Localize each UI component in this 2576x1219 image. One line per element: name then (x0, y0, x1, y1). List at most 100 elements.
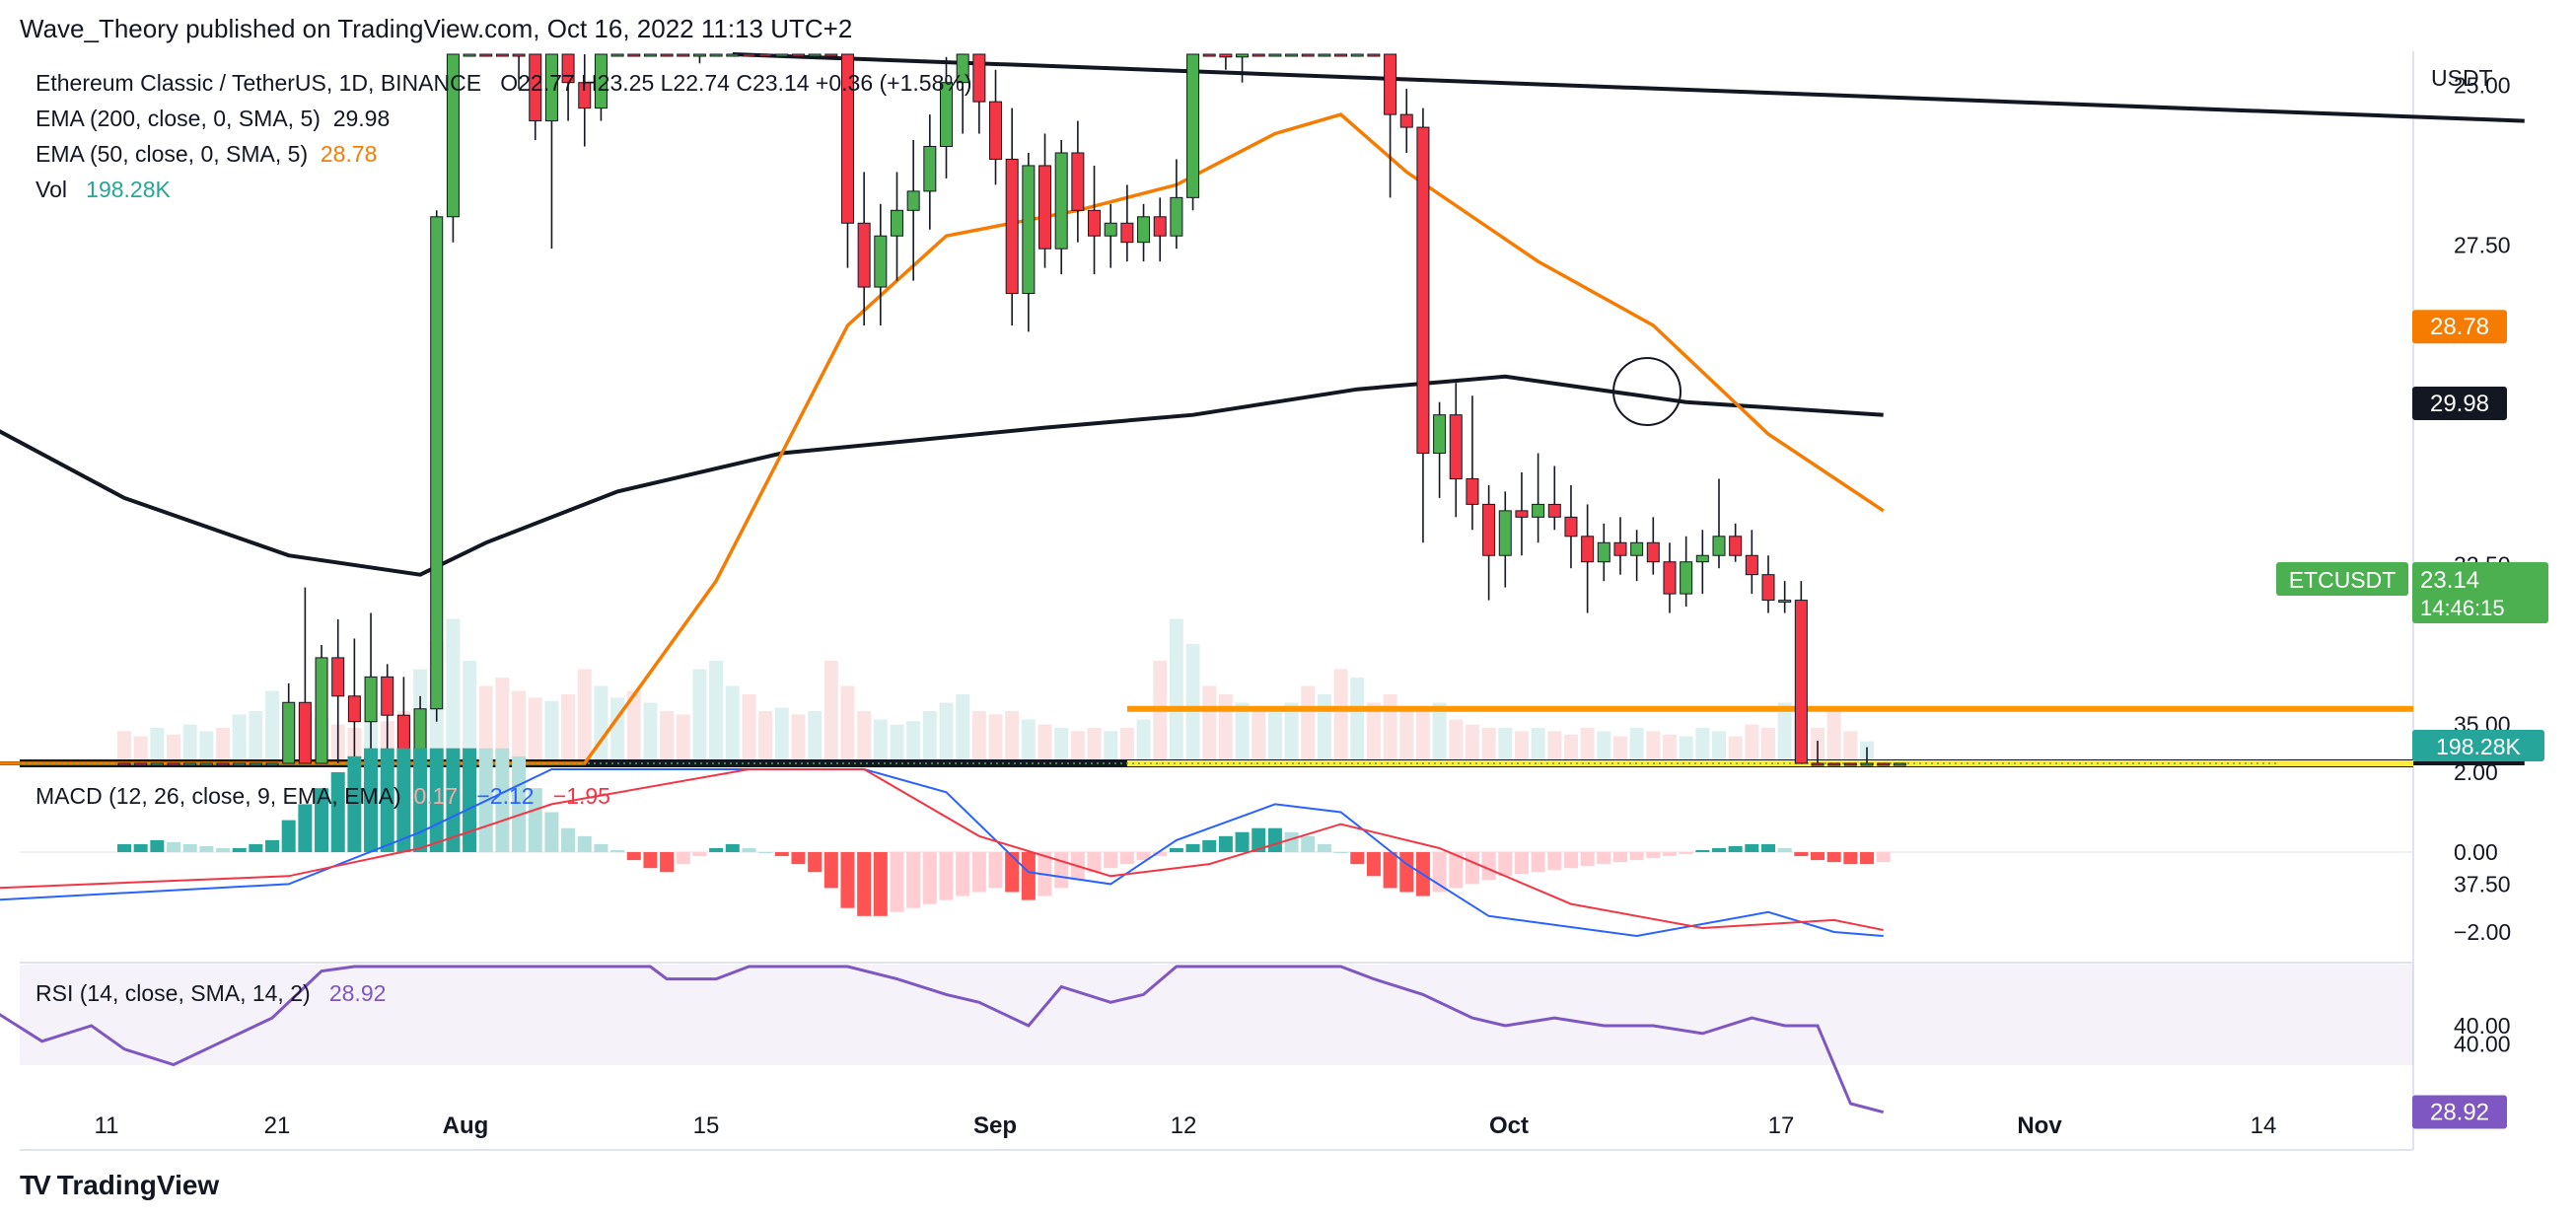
rsi-line (0, 965, 1885, 1114)
macd-histogram-bar (315, 788, 329, 852)
candle-body (1416, 126, 1430, 455)
price-tick-label: 37.50 (2454, 871, 2511, 896)
macd-histogram-bar (676, 852, 690, 865)
candle-body (1285, 53, 1299, 57)
volume-bar (1087, 728, 1102, 761)
candle-body (347, 695, 361, 723)
legend-ema200-row[interactable]: EMA (200, close, 0, SMA, 5) 29.98 (36, 101, 971, 136)
time-axis-label: 11 (95, 1112, 119, 1139)
publisher-line: Wave_Theory published on TradingView.com… (20, 14, 853, 43)
candle-body (742, 53, 755, 57)
candle-body (1893, 762, 1906, 766)
macd-histogram-bar (330, 772, 345, 852)
legend-vol-row[interactable]: Vol 198.28K (36, 172, 971, 207)
volume-bar (1531, 728, 1545, 761)
volume-bar (823, 661, 838, 761)
tradingview-logo[interactable]: TV TradingView (20, 1170, 219, 1201)
symbol-badge: ETCUSDT (2289, 567, 2397, 593)
candle-body (183, 762, 197, 766)
candle-body (381, 676, 394, 716)
time-axis-label: Sep (973, 1112, 1017, 1139)
legend-ema50-row[interactable]: EMA (50, close, 0, SMA, 5) 28.78 (36, 136, 971, 172)
volume-bar (1826, 711, 1841, 761)
volume-bar (1612, 736, 1627, 761)
candles (117, 53, 1906, 766)
volume-bar (1070, 731, 1085, 761)
volume-bar (167, 734, 181, 761)
volume-bar (1514, 731, 1529, 761)
volume-bar (1252, 711, 1266, 761)
candle-body (1137, 216, 1151, 244)
candle-body (1778, 600, 1792, 604)
candle-body (923, 146, 937, 192)
volume-bar (1021, 719, 1036, 761)
candle-body (1745, 554, 1758, 576)
volume-bar (495, 678, 510, 761)
volume-bar (857, 711, 872, 761)
macd-label: MACD (12, 26, close, 9, EMA, EMA) (36, 783, 401, 809)
macd-histogram-bar (528, 788, 542, 852)
candle-body (890, 209, 903, 237)
macd-histogram-bar (1235, 831, 1250, 852)
volume-bar (676, 714, 690, 761)
ema50-badge-bg (2412, 310, 2507, 344)
candle-body (1597, 541, 1610, 563)
macd-histogram-bar (725, 843, 740, 852)
volume-bar (1301, 685, 1316, 761)
candle-body (1252, 53, 1265, 57)
candle-body (134, 762, 148, 766)
candle-body (233, 762, 247, 766)
macd-pane (0, 748, 2413, 938)
volume-bar (1547, 731, 1562, 761)
macd-histogram-bar (1662, 852, 1677, 857)
macd-histogram-bar (1005, 852, 1020, 893)
volume-bar (906, 721, 921, 761)
volume-bar (1119, 728, 1134, 761)
candle-body (1120, 222, 1134, 244)
volume-bar (939, 702, 954, 761)
legend-ema50-label: EMA (50, close, 0, SMA, 5) (36, 141, 309, 167)
candle-body (1367, 53, 1381, 57)
candle-body (627, 53, 641, 57)
volume-bar (150, 728, 165, 761)
candle-body (199, 762, 213, 766)
volume-bar (446, 618, 461, 761)
rsi-legend[interactable]: RSI (14, close, SMA, 14, 2) 28.92 (36, 980, 386, 1007)
candle-body (1547, 503, 1561, 518)
candle-body (726, 53, 740, 57)
price-axis-currency: USDT (2431, 65, 2493, 91)
candle-body (463, 53, 476, 57)
macd-histogram-bar (1104, 852, 1118, 869)
macd-histogram-bar (347, 755, 362, 852)
macd-histogram-bar (561, 827, 576, 852)
candle-body (479, 53, 493, 57)
rsi-pane (0, 965, 1885, 1114)
macd-line-value: −2.12 (476, 783, 535, 809)
candle-body (1761, 574, 1775, 602)
volume-bar (1383, 694, 1397, 761)
macd-histogram-bar (413, 748, 428, 852)
legend-symbol[interactable]: Ethereum Classic / TetherUS, 1D, BINANCE (36, 70, 482, 96)
macd-histogram-bar (117, 843, 131, 852)
volume-bar (1350, 678, 1365, 761)
macd-legend[interactable]: MACD (12, 26, close, 9, EMA, EMA) 0.17 −… (36, 783, 610, 810)
macd-histogram-bar (1169, 847, 1183, 852)
volume-bar (1169, 618, 1183, 761)
candle-body (1219, 53, 1233, 58)
volume-bar (1646, 731, 1661, 761)
macd-histogram-bar (791, 852, 806, 865)
candle-body (1318, 53, 1331, 57)
candle-body (1729, 536, 1743, 556)
macd-histogram-bar (857, 852, 872, 916)
ema200-badge-bg (2412, 387, 2507, 420)
macd-histogram-bar (1876, 852, 1891, 863)
candle-body (1350, 53, 1364, 57)
countdown-badge: 14:46:15 (2420, 596, 2505, 620)
rsi-tick-label: 40.00 (2454, 1013, 2511, 1039)
macd-histogram-bar (265, 839, 280, 852)
candle-body (643, 53, 657, 57)
macd-signal-line (0, 768, 1884, 931)
candle-body (364, 676, 378, 723)
crossover-circle (1612, 357, 1682, 426)
